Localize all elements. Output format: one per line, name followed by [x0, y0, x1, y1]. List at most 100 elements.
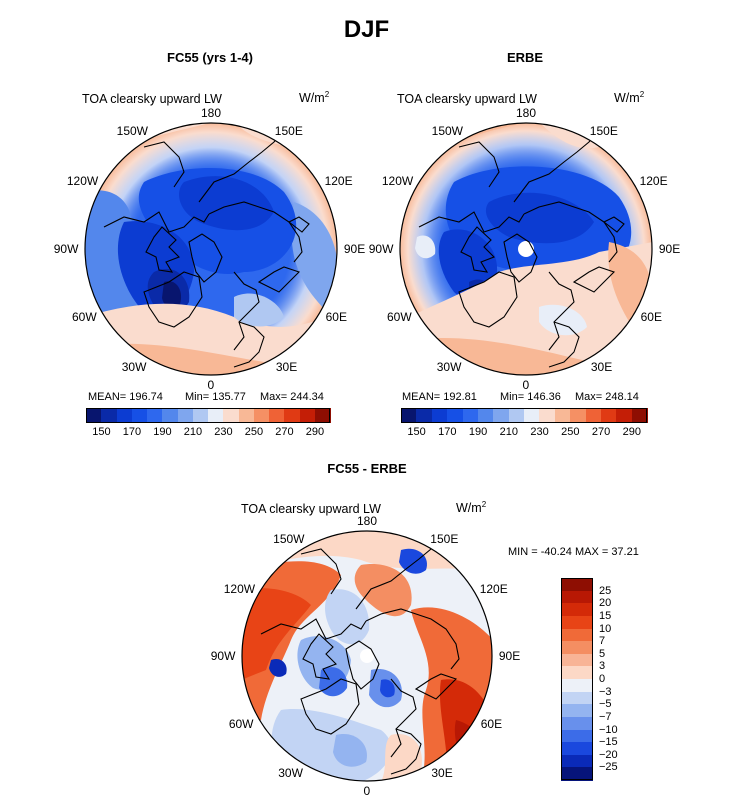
colorbar-diff-tick-label: −10: [599, 723, 618, 736]
field-region: [415, 235, 436, 259]
colorbar-diff-swatch: [561, 716, 593, 730]
colorbar-erbe-swatch: [508, 408, 525, 423]
stats-min-erbe: Min= 146.36: [500, 391, 561, 403]
lon-label-diff: 90E: [498, 649, 521, 663]
colorbar-erbe-swatch: [631, 408, 648, 423]
polar-map-diff: [241, 530, 493, 782]
figure-title: DJF: [343, 16, 390, 43]
field-region: [485, 192, 594, 244]
colorbar-fc55-tick-label: 210: [183, 426, 203, 438]
variable-title-erbe: TOA clearsky upward LW: [397, 92, 537, 106]
lon-label-diff: 30E: [431, 765, 453, 780]
colorbar-erbe-swatch: [539, 408, 556, 423]
field-region: [380, 679, 395, 698]
lon-label-diff: 0: [363, 784, 371, 798]
colorbar-diff-swatch: [561, 628, 593, 642]
field-region: [291, 202, 337, 322]
colorbar-diff-swatch: [561, 590, 593, 604]
lon-label-erbe: 30W: [436, 359, 462, 374]
colorbar-diff-swatch: [561, 653, 593, 667]
colorbar-diff-frame: [561, 578, 593, 780]
colorbar-erbe-swatch: [416, 408, 433, 423]
panel-title-diff: FC55 - ERBE: [327, 461, 407, 476]
lon-label-erbe: 180: [516, 106, 537, 120]
colorbar-diff-swatch: [561, 615, 593, 629]
lon-label-fc55: 30W: [121, 359, 147, 374]
colorbar-erbe-swatch: [401, 408, 417, 423]
lon-label-diff: 150W: [273, 532, 305, 547]
lon-label-erbe: 60E: [640, 310, 662, 324]
colorbar-diff-swatch: [561, 641, 593, 655]
colorbar-diff-tick-label: 0: [599, 673, 606, 685]
colorbar-erbe-tick-label: 230: [530, 426, 549, 438]
colorbar-erbe-swatch: [447, 408, 463, 423]
coastlines: [103, 129, 310, 368]
variable-title-fc55: TOA clearsky upward LW: [82, 92, 222, 106]
colorbar-diff-tick-label: −3: [599, 685, 612, 698]
colorbar-fc55-tick-label: 150: [92, 426, 111, 438]
colorbar-erbe-swatch: [431, 408, 448, 423]
colorbar-fc55-tick-label: 270: [275, 426, 294, 438]
stats-mean-erbe: MEAN= 192.81: [402, 391, 477, 403]
colorbar-fc55-swatch: [253, 408, 270, 423]
colorbar-fc55-swatch: [269, 408, 285, 423]
colorbar-fc55-swatch: [86, 408, 102, 423]
pole-hole: [360, 649, 374, 663]
lon-label-fc55: 180: [201, 106, 222, 120]
colorbar-fc55-tick-label: 290: [305, 426, 325, 438]
field-region: [333, 734, 367, 767]
lon-label-erbe: 0: [522, 378, 530, 392]
lon-label-fc55: 30E: [275, 359, 298, 374]
colorbar-erbe-swatch: [616, 408, 633, 423]
field-region: [399, 548, 427, 574]
colorbar-diff-tick-label: −5: [599, 698, 612, 711]
lon-label-fc55: 150W: [116, 124, 148, 139]
colorbar-fc55-swatch: [116, 408, 133, 423]
stats-max-erbe: Max= 248.14: [575, 391, 639, 403]
colorbar-erbe-swatch: [493, 408, 510, 423]
colorbar-erbe-swatch: [554, 408, 571, 423]
colorbar-diff-tick-label: −20: [599, 748, 618, 761]
field-region: [354, 564, 412, 617]
colorbar-fc55-swatch: [101, 408, 117, 423]
colorbar-diff-tick-label: 20: [599, 597, 612, 610]
colorbar-erbe-tick-label: 270: [591, 426, 611, 438]
lon-label-erbe: 90W: [368, 242, 394, 256]
lon-label-diff: 120W: [223, 581, 256, 596]
colorbar-fc55-swatch: [131, 408, 148, 423]
map-boundary: [399, 122, 653, 376]
lon-label-diff: 120E: [479, 581, 508, 596]
colorbar-fc55-swatch: [177, 408, 194, 423]
lon-label-erbe: 150W: [431, 124, 463, 139]
field-region: [539, 304, 587, 336]
field-region: [381, 734, 422, 781]
lon-label-diff: 60E: [480, 716, 503, 731]
polar-map-erbe: [399, 122, 653, 376]
colorbar-erbe-tick-label: 170: [438, 426, 457, 438]
stats-mean-fc55: MEAN= 196.74: [88, 391, 163, 403]
lon-label-erbe: 90E: [658, 242, 681, 256]
colorbar-fc55-swatch: [223, 408, 239, 423]
colorbar-fc55-swatch: [192, 408, 209, 423]
lon-label-fc55: 150E: [274, 124, 303, 139]
units-label-diff: W/m2: [456, 500, 487, 516]
colorbar-diff-swatch: [561, 666, 593, 680]
colorbar-diff-swatch: [561, 754, 593, 768]
pole-hole: [518, 241, 534, 257]
colorbar-diff-tick-label: 10: [599, 622, 612, 635]
lon-label-diff: 180: [357, 514, 378, 528]
field-region: [234, 293, 284, 327]
coastlines: [418, 129, 625, 368]
colorbar-erbe-swatch: [462, 408, 479, 423]
colorbar-diff-swatch: [561, 704, 593, 718]
colorbar-erbe-tick-label: 250: [561, 426, 580, 438]
field-region: [179, 176, 274, 231]
colorbar-fc55-tick-label: 170: [122, 426, 142, 438]
colorbar-diff-swatch: [561, 603, 593, 617]
colorbar-diff-swatch: [561, 679, 593, 693]
map-boundary: [84, 122, 338, 376]
colorbar-fc55-tick-label: 230: [214, 426, 233, 438]
lon-label-diff: 90W: [210, 649, 236, 663]
colorbar-fc55-swatch: [299, 408, 316, 423]
colorbar-erbe-swatch: [585, 408, 602, 423]
